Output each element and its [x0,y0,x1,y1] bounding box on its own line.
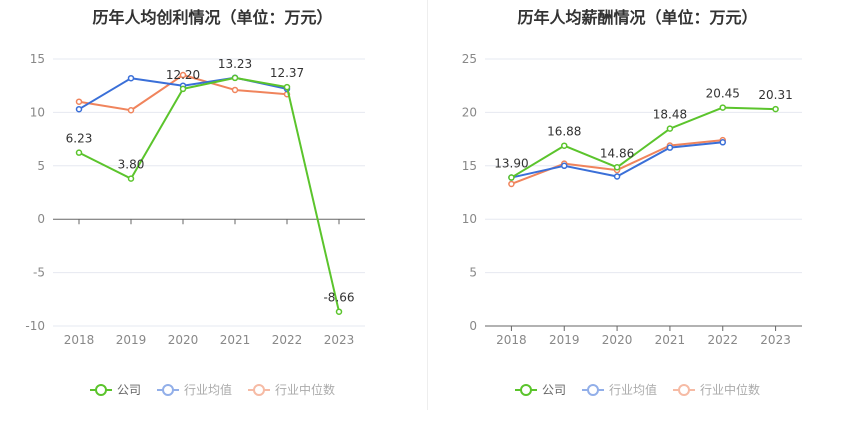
x-tick-label: 2023 [760,333,791,347]
data-label: 12.20 [166,68,200,82]
x-tick-label: 2018 [496,333,527,347]
legend-line-icon [673,383,695,397]
x-tick-label: 2019 [549,333,580,347]
profit-chart-plot: -10 -5 0 5 10 15 2018 2019 2020 2021 2022 2023 6.23 3… [25,52,365,347]
data-point-company [666,125,674,132]
y-tick-label: -10 [25,319,45,333]
data-label: 3.80 [118,158,145,172]
y-tick-label: 0 [37,212,45,226]
legend-label: 行业中位数 [275,383,336,397]
y-tick-label: -5 [33,266,45,280]
y-tick-label: 25 [462,52,477,66]
data-label: 18.48 [653,108,687,122]
x-tick-label: 2022 [707,333,738,347]
data-point-industry_median [127,107,135,114]
legend-item-industry-avg[interactable]: 行业均值 [581,381,657,398]
data-label: 6.23 [66,132,93,146]
data-point-company [719,104,726,111]
data-label: 20.31 [758,88,792,102]
data-label: 20.45 [706,87,740,101]
x-tick-label: 2021 [220,333,251,347]
data-label: 12.37 [270,66,304,80]
legend-item-industry-avg[interactable]: 行业均值 [156,381,232,398]
data-point-company [335,308,343,315]
y-tick-label: 20 [462,105,477,119]
y-tick-label: 5 [469,266,477,280]
legend-line-icon [248,383,270,397]
data-point-industry_median [179,71,187,79]
legend-label: 行业中位数 [700,383,761,397]
legend-label: 公司 [116,383,141,397]
data-point-company [283,83,291,91]
legend-line-icon [89,383,112,397]
legend-item-industry-median[interactable]: 行业中位数 [673,381,760,398]
data-point-industry_avg [127,74,135,82]
salary-per-capita-chart: 历年人均薪酬情况（单位：万元） 0 5 10 15 20 25 2018 2019 2020 20… [425,0,850,437]
data-point-industry_avg [613,173,621,180]
legend-item-company[interactable]: 公司 [89,381,141,398]
data-label: -8.66 [323,291,354,305]
data-point-industry_median [75,98,83,105]
legend-line-icon [581,383,604,397]
data-point-industry_avg [561,162,568,170]
data-point-company [75,149,83,156]
salary-chart-plot: 0 5 10 15 20 25 2018 2019 2020 2021 2022 2023 13.90 1… [462,52,802,347]
x-tick-label: 2018 [64,333,95,347]
data-point-industry_avg [719,139,726,146]
data-point-industry_avg [666,144,674,151]
legend-label: 行业均值 [183,383,232,397]
x-tick-label: 2020 [168,333,199,347]
data-label: 16.88 [547,125,581,139]
data-point-company [127,175,135,182]
data-label: 14.86 [600,146,634,160]
x-tick-label: 2022 [272,333,303,347]
x-tick-label: 2023 [324,333,355,347]
legend: 公司 行业均值 行业中位数 [0,381,425,398]
legend-line-icon [156,383,179,397]
x-tick-label: 2021 [655,333,686,347]
y-tick-label: 15 [462,159,477,173]
legend: 公司 行业均值 行业中位数 [425,381,850,398]
profit-per-capita-chart: 历年人均创利情况（单位：万元） -10 -5 0 5 10 15 2018 2019 2020 2… [0,8,425,398]
y-tick-label: 15 [30,52,45,66]
data-point-company [561,142,568,149]
x-tick-label: 2019 [116,333,147,347]
y-tick-label: 5 [37,159,45,173]
chart-title: 历年人均创利情况（单位：万元） [92,8,333,27]
data-point-industry_avg [75,105,83,113]
data-point-company [179,85,187,93]
data-point-industry_median [231,86,239,94]
legend-label: 行业均值 [608,383,657,397]
data-point-company [772,105,779,113]
data-point-company [613,164,621,171]
data-label: 13.90 [494,157,528,171]
y-tick-label: 10 [462,212,477,226]
series-line-company [78,76,340,312]
data-point-industry_median [508,180,515,188]
legend-label: 公司 [541,383,566,397]
data-label: 13.23 [218,57,252,71]
chart-title: 历年人均薪酬情况（单位：万元） [517,8,758,27]
legend-item-company[interactable]: 公司 [514,381,566,398]
series-line-company [510,106,776,179]
panel-divider [427,0,428,410]
y-tick-label: 10 [30,105,45,119]
x-tick-label: 2020 [602,333,633,347]
data-point-company [231,74,239,82]
y-tick-label: 0 [469,319,477,333]
legend-line-icon [514,383,537,397]
data-point-company [508,174,515,181]
legend-item-industry-median[interactable]: 行业中位数 [248,381,335,398]
